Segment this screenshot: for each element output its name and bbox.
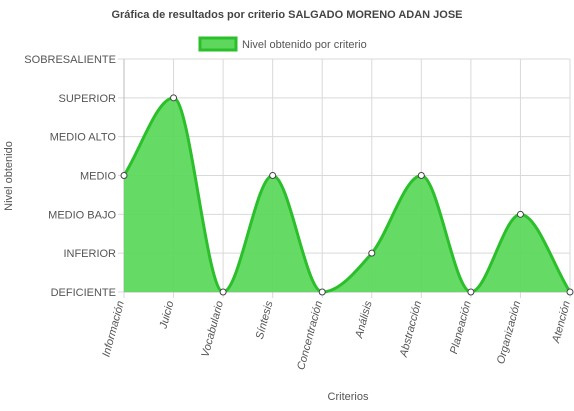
data-point <box>120 172 128 179</box>
x-tick-label: Información <box>100 300 126 359</box>
y-axis-ticks: DEFICIENTE INFERIOR MEDIO BAJO MEDIO MEDIO A… <box>24 54 116 299</box>
x-tick-label: Organización <box>495 300 523 366</box>
y-tick-label: SUPERIOR <box>59 93 117 105</box>
y-tick-label: MEDIO ALTO <box>50 132 117 144</box>
legend[interactable]: Nivel obtenido por criterio <box>198 36 367 52</box>
y-tick-label: MEDIO BAJO <box>48 209 116 221</box>
data-point <box>566 288 574 296</box>
x-tick-label: Análisis <box>353 299 375 340</box>
x-axis-ticks: Información Juicio Vocabulario Síntesis Conc… <box>100 299 572 371</box>
x-axis-label: Criterios <box>328 391 369 403</box>
y-tick-label: MEDIO <box>80 171 117 183</box>
y-tick-label: SOBRESALIENTE <box>24 54 116 66</box>
legend-label[interactable]: Nivel obtenido por criterio <box>242 39 367 51</box>
chart-title: Gráfica de resultados por criterio SALGA… <box>111 9 462 21</box>
data-point <box>516 210 524 218</box>
data-point <box>467 288 475 296</box>
x-tick-label: Concentración <box>295 300 325 372</box>
x-tick-label: Síntesis <box>254 299 276 340</box>
x-tick-label: Juicio <box>157 300 176 331</box>
points-group <box>120 94 574 296</box>
x-tick-label: Vocabulario <box>199 300 226 359</box>
x-tick-label: Planeación <box>448 300 474 356</box>
series-group <box>122 96 572 294</box>
series-area <box>124 97 570 292</box>
y-tick-label: DEFICIENTE <box>51 287 116 299</box>
data-point <box>318 288 326 296</box>
x-tick-label: Abstracción <box>398 300 425 360</box>
x-tick-label: Atención <box>550 300 573 345</box>
data-point <box>368 249 376 257</box>
data-point <box>170 94 178 102</box>
data-point <box>219 288 227 296</box>
data-point <box>269 172 277 179</box>
series-line <box>122 96 572 294</box>
data-point <box>417 172 425 179</box>
legend-swatch[interactable] <box>198 36 238 52</box>
y-axis-label: Nivel obtenido <box>3 141 15 211</box>
y-tick-label: INFERIOR <box>63 248 116 260</box>
